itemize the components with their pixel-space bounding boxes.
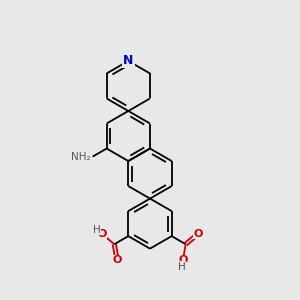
Text: O: O	[97, 229, 106, 239]
Text: O: O	[178, 255, 188, 265]
Text: H: H	[178, 262, 186, 272]
Text: H: H	[93, 225, 101, 235]
Text: O: O	[112, 255, 122, 265]
Text: O: O	[194, 229, 203, 239]
Text: N: N	[123, 54, 134, 68]
Text: NH₂: NH₂	[70, 152, 90, 162]
